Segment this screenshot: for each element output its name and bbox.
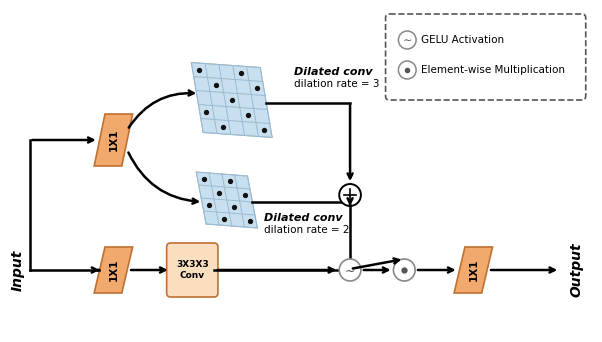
- Polygon shape: [191, 63, 272, 137]
- Polygon shape: [94, 114, 132, 166]
- Text: dilation rate = 2: dilation rate = 2: [264, 225, 350, 235]
- Circle shape: [339, 259, 361, 281]
- Text: dilation rate = 3: dilation rate = 3: [294, 79, 379, 89]
- Text: Element-wise Multiplication: Element-wise Multiplication: [421, 65, 565, 75]
- Text: 1X1: 1X1: [468, 259, 479, 281]
- Polygon shape: [454, 247, 492, 293]
- Text: Input: Input: [11, 249, 25, 291]
- Circle shape: [394, 259, 415, 281]
- Text: 1X1: 1X1: [108, 259, 119, 281]
- Circle shape: [339, 184, 361, 206]
- Text: 3X3X3
Conv: 3X3X3 Conv: [176, 260, 209, 280]
- FancyBboxPatch shape: [385, 14, 586, 100]
- Text: ∼: ∼: [403, 36, 412, 46]
- Polygon shape: [94, 247, 132, 293]
- Text: Output: Output: [570, 243, 584, 297]
- FancyBboxPatch shape: [167, 243, 218, 297]
- Text: GELU Activation: GELU Activation: [421, 35, 504, 45]
- Text: Dilated conv: Dilated conv: [294, 67, 373, 77]
- Circle shape: [399, 61, 416, 79]
- Circle shape: [399, 31, 416, 49]
- Text: ∼: ∼: [345, 264, 355, 277]
- Text: 1X1: 1X1: [108, 129, 119, 151]
- Polygon shape: [196, 172, 258, 228]
- Text: Dilated conv: Dilated conv: [264, 213, 343, 223]
